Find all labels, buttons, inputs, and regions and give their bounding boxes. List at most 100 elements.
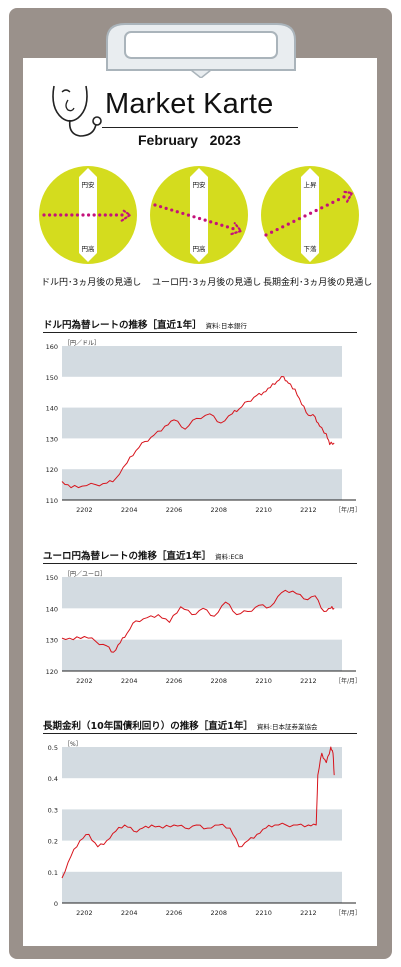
outlook-dot	[203, 218, 207, 222]
series-line	[61, 376, 335, 489]
outlook-bottom-label: 円高	[82, 244, 96, 253]
jgb-yield-chart-title: 長期金利（10年国債利回り）の推移［直近1年］ 資料:日本証券業協会	[43, 718, 318, 732]
outlook-dot	[103, 213, 107, 217]
x-tick-label: 2202	[76, 909, 93, 917]
outlook-top-label: 円安	[193, 180, 207, 189]
outlook-dot	[209, 220, 213, 224]
outlook-up-arrowhead	[190, 168, 208, 177]
outlook-dot	[86, 213, 91, 217]
grid-band	[62, 809, 342, 841]
outlook-dot	[336, 198, 341, 202]
grid-band	[62, 577, 342, 609]
jgb-yield-line-chart: 0.5 0.4 0.3 0.2 0.1 0 ［%］ 2202 2204 2206 2208 2210 2…	[48, 741, 360, 917]
x-tick-label: 2210	[255, 506, 272, 514]
chart-source: 資料:日本証券業協会	[256, 723, 318, 731]
outlook-dot	[214, 221, 218, 226]
outlook-dot	[192, 215, 196, 219]
outlook-top-label: 上昇	[304, 180, 318, 189]
outlook-dot	[170, 208, 174, 212]
outlook-dot	[109, 213, 113, 217]
outlook-dot	[220, 223, 224, 227]
outlook-dot	[197, 216, 202, 221]
outlook-dot	[47, 213, 52, 217]
y-tick-label: 0	[54, 900, 58, 908]
outlook-dot	[64, 213, 68, 217]
title-underline	[102, 127, 298, 128]
outlook-dot	[59, 213, 63, 217]
outlook-bar	[190, 177, 208, 253]
x-tick-label: 2206	[166, 506, 183, 514]
usd-jpy-chart-title: ドル円為替レートの推移［直近1年］ 資料:日本銀行	[43, 317, 247, 331]
eur-jpy-line-chart: 150 140 130 120 ［円／ユーロ］ 2202 2204 2206 2208 2210 2…	[46, 571, 360, 685]
outlook-dot	[269, 230, 274, 234]
chart-title-text: ユーロ円為替レートの推移［直近1年］	[43, 551, 212, 562]
x-tick-label: 2206	[166, 909, 183, 917]
x-tick-label: 2212	[300, 677, 317, 685]
outlook-dot	[175, 210, 179, 214]
x-tick-label: 2204	[121, 909, 138, 917]
outlook-dot	[181, 211, 185, 216]
outlook-dot	[120, 213, 124, 217]
outlook-caption: ユーロ円･3ヵ月後の見通し	[152, 278, 262, 288]
outlook-dot	[325, 203, 329, 207]
grid-band	[62, 747, 342, 779]
grid-band	[62, 639, 342, 671]
outlook-dot	[264, 233, 268, 237]
grid-band	[62, 407, 342, 439]
outlook-dot	[286, 222, 290, 226]
outlook-down-arrowhead	[190, 253, 208, 262]
outlook-arrow-icon	[341, 190, 354, 203]
y-tick-label: 0.4	[48, 775, 58, 783]
outlook-dot	[75, 213, 80, 217]
outlook-down-arrowhead	[79, 253, 97, 262]
outlook-dot	[98, 213, 102, 217]
section-divider	[43, 332, 357, 333]
outlook-bar	[301, 177, 319, 253]
y-tick-label: 140	[46, 405, 58, 413]
outlook-up-arrowhead	[301, 168, 319, 177]
y-unit-label: ［円／ドル］	[64, 340, 100, 347]
y-tick-label: 160	[46, 343, 58, 351]
section-divider	[43, 563, 357, 564]
eur-jpy-chart-title: ユーロ円為替レートの推移［直近1年］ 資料:ECB	[43, 548, 243, 562]
outlook-dot	[297, 217, 302, 221]
outlook-bottom-label: 下落	[304, 244, 318, 253]
stethoscope-face-logo	[52, 85, 102, 137]
grid-band	[62, 346, 342, 377]
outlook-dot	[158, 205, 163, 209]
page-title: Market Karte	[105, 88, 274, 120]
x-tick-label: 2208	[211, 677, 228, 685]
subtitle-year: 2023	[209, 132, 241, 148]
x-tick-label: 2204	[121, 506, 138, 514]
y-tick-label: 0.1	[48, 869, 58, 877]
page-subtitle: February 2023	[138, 132, 241, 148]
outlook-dot	[275, 227, 279, 232]
outlook-dot	[303, 214, 307, 218]
grid-band	[62, 469, 342, 500]
outlook-dot	[225, 225, 230, 229]
x-unit-label: ［年/月］	[335, 909, 360, 917]
y-tick-label: 0.3	[48, 806, 58, 814]
y-tick-label: 130	[46, 637, 58, 645]
y-tick-label: 150	[46, 374, 58, 382]
outlook-dot	[164, 206, 168, 210]
outlook-dot	[292, 219, 296, 223]
series-line	[61, 589, 335, 653]
outlook-arrow-icon	[230, 222, 243, 236]
y-tick-label: 150	[46, 574, 58, 582]
x-tick-label: 2202	[76, 506, 93, 514]
chart-title-text: 長期金利（10年国債利回り）の推移［直近1年］	[43, 721, 253, 732]
x-tick-label: 2210	[255, 909, 272, 917]
x-tick-label: 2206	[166, 677, 183, 685]
section-divider	[43, 733, 357, 734]
outlook-dot	[281, 225, 285, 229]
outlook-up-arrowhead	[79, 168, 97, 177]
y-tick-label: 120	[46, 466, 58, 474]
clipboard-clip-icon	[106, 23, 296, 78]
outlook-caption: ドル円･3ヵ月後の見通し	[41, 278, 142, 288]
y-tick-label: 140	[46, 605, 58, 613]
x-tick-label: 2208	[211, 909, 228, 917]
